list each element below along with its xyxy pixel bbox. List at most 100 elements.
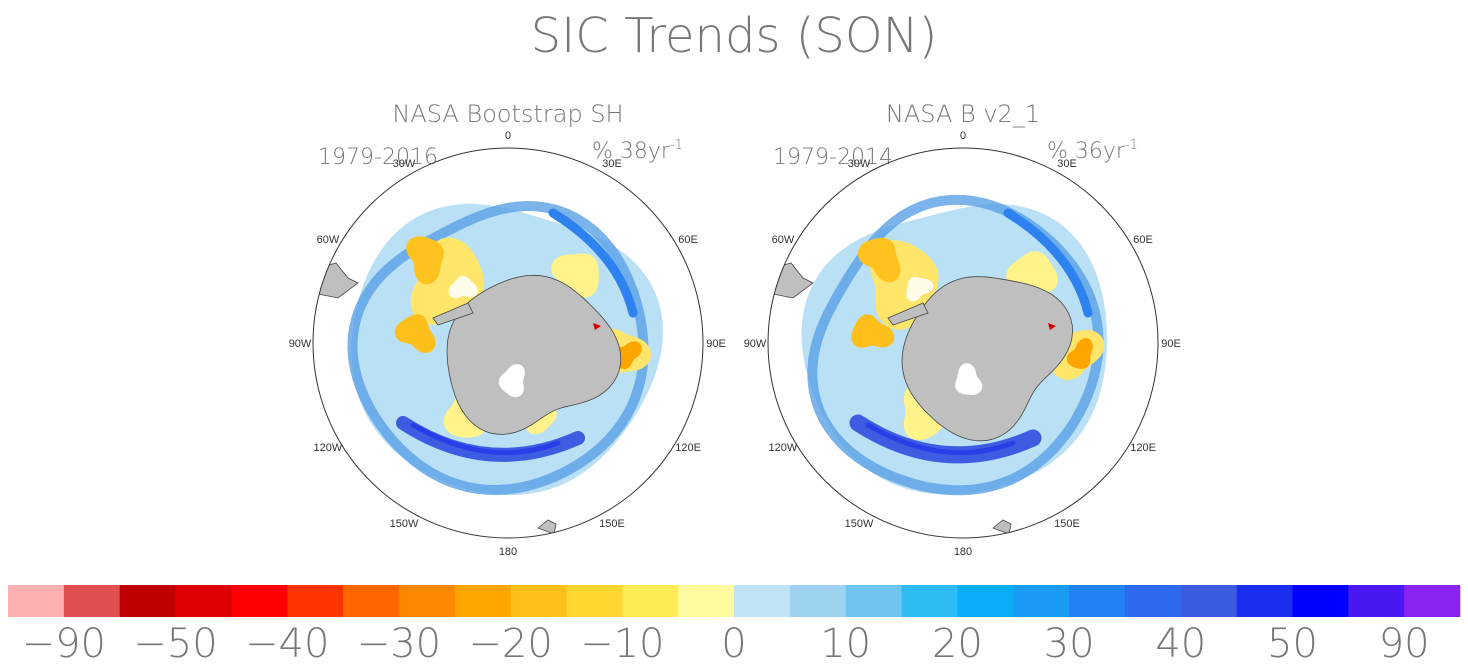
colorbar-swatch	[957, 585, 1014, 617]
colorbar-swatch	[734, 585, 791, 617]
trend-band-east	[548, 208, 638, 318]
colorbar-swatch	[901, 585, 958, 617]
lon-tick-label: 120W	[769, 442, 798, 454]
lon-tick-label: 30W	[393, 158, 416, 170]
lon-tick-label: 150E	[599, 518, 625, 530]
panel-title: NASA Bootstrap SH	[392, 100, 623, 128]
antarctica-landmass	[446, 274, 622, 435]
trend-spot-negative	[1048, 323, 1056, 330]
colorbar-tick-label: 90	[1379, 621, 1430, 665]
colorbar-swatch	[63, 585, 120, 617]
panel-period: 1979-2014	[773, 145, 893, 170]
colorbar-swatch	[566, 585, 623, 617]
lon-tick-label: 60E	[678, 234, 698, 246]
lon-tick-label: 0	[960, 130, 966, 142]
trend-region-weddell-core	[857, 237, 901, 283]
colorbar-swatch	[287, 585, 344, 617]
lon-tick-label: 60W	[772, 234, 795, 246]
colorbar-tick-label: −30	[357, 621, 441, 665]
colorbar-tick-label: 50	[1267, 621, 1318, 665]
colorbar-swatch	[231, 585, 288, 617]
antarctic-peninsula	[432, 302, 474, 326]
panel-units: % 36yr-1	[1047, 138, 1138, 164]
map-panel-nasa-bootstrap: NASA Bootstrap SH 1979-2016 % 38yr-1 0 30…	[289, 100, 726, 558]
trend-region-zero	[448, 276, 478, 299]
antarctic-peninsula	[887, 302, 929, 326]
colorbar-swatch	[343, 585, 400, 617]
colorbar-swatch	[789, 585, 846, 617]
colorbar-swatch	[1069, 585, 1126, 617]
panel-units-prefix: % 38yr	[592, 139, 671, 164]
map-field	[313, 200, 663, 535]
lon-tick-label: 30E	[602, 158, 622, 170]
colorbar-tick-label: 30	[1044, 621, 1095, 665]
trend-region-zero	[906, 277, 934, 302]
colorbar-swatch	[1292, 585, 1349, 617]
colorbar-tick-label: 10	[820, 621, 871, 665]
trend-band-ross-core	[865, 422, 1016, 456]
panel-period: 1979-2016	[318, 145, 438, 170]
panel-units: % 38yr-1	[592, 138, 683, 164]
colorbar-swatch	[8, 585, 65, 617]
colorbar-swatch	[454, 585, 511, 617]
panel-units-exponent: -1	[670, 138, 683, 153]
trend-region-east-2	[551, 253, 599, 298]
colorbar-tick-label: 20	[932, 621, 983, 665]
trend-band-ross-core	[410, 422, 561, 456]
antarctica-landmass	[901, 276, 1073, 442]
colorbar-swatch	[678, 585, 735, 617]
panel-units-prefix: % 36yr	[1047, 139, 1126, 164]
map-panel-nasa-b-v2: NASA B v2_1 1979-2014 % 36yr-1 0 30E 60E 90…	[744, 100, 1181, 558]
colorbar-swatch	[119, 585, 176, 617]
colorbar-swatch	[1404, 585, 1461, 617]
colorbar-swatch	[845, 585, 902, 617]
colorbar: −90 −50 −40 −30 −20 −10 0 10 20 30 40 50 90	[8, 585, 1461, 665]
colorbar-tick-label: 0	[721, 621, 746, 665]
colorbar-swatch	[1236, 585, 1293, 617]
lon-tick-label: 90W	[289, 338, 312, 350]
lon-tick-label: 150E	[1054, 518, 1080, 530]
trend-spot-negative	[593, 323, 601, 330]
trend-region-east-1-core	[1066, 338, 1093, 369]
colorbar-tick-label: 40	[1155, 621, 1206, 665]
lon-tick-label: 90E	[706, 338, 726, 350]
colorbar-swatch	[1013, 585, 1070, 617]
colorbar-tick-label: −50	[133, 621, 217, 665]
colorbar-tick-label: −20	[468, 621, 552, 665]
new-zealand-landmass	[537, 519, 557, 535]
lon-tick-label: 120W	[314, 442, 343, 454]
lon-tick-label: 30W	[848, 158, 871, 170]
panel-title: NASA B v2_1	[886, 100, 1040, 128]
trend-region-bellingshausen	[394, 314, 436, 353]
trend-region-bellingshausen	[851, 314, 895, 348]
colorbar-swatch	[1124, 585, 1182, 617]
trend-band-ring	[347, 200, 649, 496]
colorbar-swatch	[175, 585, 232, 617]
colorbar-tick-label: −40	[245, 621, 329, 665]
lon-tick-label: 60E	[1133, 234, 1153, 246]
lon-tick-label: 120E	[675, 442, 701, 454]
lon-tick-label: 120E	[1130, 442, 1156, 454]
lon-tick-label: 150W	[390, 518, 419, 530]
colorbar-swatch	[622, 585, 679, 617]
lon-tick-label: 180	[954, 546, 972, 558]
lon-tick-label: 180	[499, 546, 517, 558]
lon-tick-label: 0	[505, 130, 511, 142]
new-zealand-landmass	[992, 519, 1012, 535]
lon-tick-label: 30E	[1057, 158, 1077, 170]
lon-tick-label: 90W	[744, 338, 767, 350]
ross-ice-shelf	[498, 364, 525, 398]
map-boundary	[767, 147, 1159, 539]
colorbar-swatch	[1348, 585, 1405, 617]
colorbar-swatch	[398, 585, 456, 617]
lon-tick-label: 90E	[1161, 338, 1181, 350]
ross-ice-shelf	[955, 363, 983, 395]
lon-tick-label: 150W	[845, 518, 874, 530]
colorbar-swatch	[510, 585, 567, 617]
lon-tick-label: 60W	[317, 234, 340, 246]
map-field	[768, 194, 1107, 535]
figure-title: SIC Trends (SON)	[531, 8, 938, 64]
trend-band-east	[1003, 208, 1093, 318]
colorbar-tick-label: −10	[580, 621, 664, 665]
colorbar-swatch	[1180, 585, 1237, 617]
